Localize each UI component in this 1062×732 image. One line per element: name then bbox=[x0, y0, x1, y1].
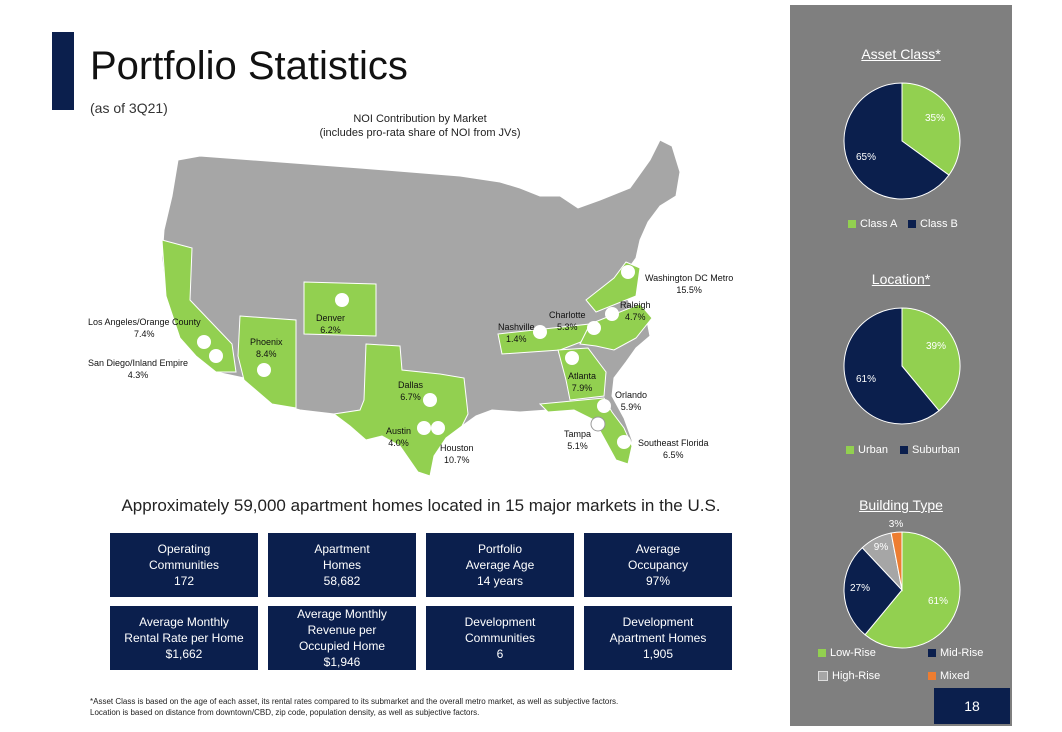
pie-slice-mid-rise bbox=[843, 547, 903, 636]
market-marker bbox=[597, 399, 611, 413]
stat-average-monthly-rent: Average Monthly Rental Rate per Home $1,66… bbox=[110, 606, 258, 670]
pie-slice-class-b bbox=[843, 82, 950, 200]
state-california bbox=[161, 239, 237, 373]
state-tennessee bbox=[497, 323, 591, 355]
market-marker bbox=[565, 351, 579, 365]
location-title: Location* bbox=[871, 271, 931, 287]
pie-label: 39% bbox=[926, 341, 946, 352]
asset-class-pie: 35% 65% bbox=[843, 82, 961, 200]
stat-portfolio-average-age: Portfolio Average Age 14 years bbox=[426, 533, 574, 597]
stat-average-occupancy: Average Occupancy 97% bbox=[584, 533, 732, 597]
state-colorado bbox=[303, 281, 377, 337]
market-label-houston: Houston 10.7% bbox=[440, 443, 474, 465]
footnote-line1: *Asset Class is based on the age of each… bbox=[90, 697, 619, 706]
footnote: *Asset Class is based on the age of each… bbox=[90, 696, 770, 718]
pie-slice-suburban bbox=[843, 307, 940, 425]
pie-slice-mixed bbox=[890, 531, 903, 591]
legend-swatch bbox=[818, 671, 828, 681]
asset-class-title: Asset Class* bbox=[861, 46, 941, 62]
map-title-line2: (includes pro-rata share of NOI from JVs… bbox=[319, 127, 521, 139]
market-marker bbox=[617, 435, 631, 449]
legend-class-b: Class B bbox=[908, 218, 958, 230]
legend-suburban: Suburban bbox=[900, 444, 960, 456]
footnote-line2: Location is based on distance from downt… bbox=[90, 708, 480, 717]
market-marker bbox=[533, 325, 547, 339]
market-label-washington-dc: Washington DC Metro 15.5% bbox=[645, 273, 734, 295]
legend-low-rise: Low-Rise bbox=[818, 647, 876, 659]
legend-swatch bbox=[908, 220, 916, 228]
page-subtitle: (as of 3Q21) bbox=[90, 100, 168, 116]
legend-urban: Urban bbox=[846, 444, 888, 456]
market-label-denver: Denver 6.2% bbox=[316, 313, 346, 335]
market-label-nashville: Nashville 1.4% bbox=[498, 322, 535, 344]
legend-swatch bbox=[846, 446, 854, 454]
building-type-pie: 61% 27% 9% 3% bbox=[843, 519, 961, 649]
market-label-los-angeles: Los Angeles/Orange County 7.4% bbox=[88, 317, 201, 339]
pie-slice-low-rise bbox=[864, 531, 961, 649]
legend-mixed: Mixed bbox=[928, 670, 969, 682]
location-pie: 39% 61% bbox=[843, 307, 961, 425]
market-marker bbox=[621, 265, 635, 279]
legend-swatch bbox=[928, 672, 936, 680]
pie-slice-class-a bbox=[901, 82, 961, 176]
legend-swatch bbox=[848, 220, 856, 228]
market-marker bbox=[209, 349, 223, 363]
market-label-phoenix: Phoenix 8.4% bbox=[250, 337, 283, 359]
market-marker bbox=[587, 321, 601, 335]
map-title-line1: NOI Contribution by Market bbox=[353, 113, 487, 125]
market-label-dallas: Dallas 6.7% bbox=[398, 380, 424, 402]
market-marker bbox=[197, 335, 211, 349]
market-marker bbox=[335, 293, 349, 307]
pie-label: 35% bbox=[925, 113, 945, 124]
market-marker bbox=[417, 421, 431, 435]
title-accent-bar bbox=[52, 32, 74, 110]
portfolio-tagline: Approximately 59,000 apartment homes loc… bbox=[121, 496, 721, 515]
stat-development-apartment-homes: Development Apartment Homes 1,905 bbox=[584, 606, 732, 670]
legend-swatch bbox=[818, 649, 826, 657]
pie-label: 9% bbox=[874, 542, 889, 553]
stat-average-monthly-revenue: Average Monthly Revenue per Occupied Home $… bbox=[268, 606, 416, 670]
market-label-atlanta: Atlanta 7.9% bbox=[568, 371, 597, 393]
market-marker bbox=[423, 393, 437, 407]
pie-label: 27% bbox=[850, 583, 870, 594]
market-label-raleigh: Raleigh 4.7% bbox=[620, 300, 651, 322]
stat-operating-communities: Operating Communities 172 bbox=[110, 533, 258, 597]
legend-swatch bbox=[928, 649, 936, 657]
market-marker bbox=[257, 363, 271, 377]
market-label-san-diego: San Diego/Inland Empire 4.3% bbox=[88, 358, 189, 380]
legend-class-a: Class A bbox=[848, 218, 897, 230]
legend-mid-rise: Mid-Rise bbox=[928, 647, 983, 659]
state-north-carolina bbox=[579, 303, 653, 351]
market-label-austin: Austin 4.0% bbox=[386, 426, 412, 448]
market-label-southeast-florida: Southeast Florida 6.5% bbox=[638, 438, 709, 460]
legend-high-rise: High-Rise bbox=[818, 670, 880, 682]
market-marker bbox=[431, 421, 445, 435]
pie-label: 61% bbox=[928, 596, 948, 607]
page-number: 18 bbox=[934, 688, 1010, 724]
stat-apartment-homes: Apartment Homes 58,682 bbox=[268, 533, 416, 597]
state-arizona bbox=[237, 315, 297, 409]
state-florida bbox=[538, 397, 633, 465]
legend-swatch bbox=[900, 446, 908, 454]
stat-development-communities: Development Communities 6 bbox=[426, 606, 574, 670]
pie-label: 61% bbox=[856, 374, 876, 385]
map-title: NOI Contribution by Market (includes pro… bbox=[270, 112, 570, 140]
state-texas bbox=[332, 343, 469, 477]
market-label-tampa: Tampa 5.1% bbox=[564, 429, 592, 451]
market-label-charlotte: Charlotte 5.3% bbox=[549, 310, 586, 332]
market-marker bbox=[590, 416, 606, 432]
building-type-title: Building Type bbox=[859, 497, 943, 513]
pie-slice-urban bbox=[901, 307, 961, 412]
market-label-orlando: Orlando 5.9% bbox=[615, 390, 648, 412]
pie-label: 3% bbox=[889, 519, 904, 530]
pie-label: 65% bbox=[856, 152, 876, 163]
page-title: Portfolio Statistics bbox=[90, 44, 408, 88]
market-marker bbox=[605, 307, 619, 321]
